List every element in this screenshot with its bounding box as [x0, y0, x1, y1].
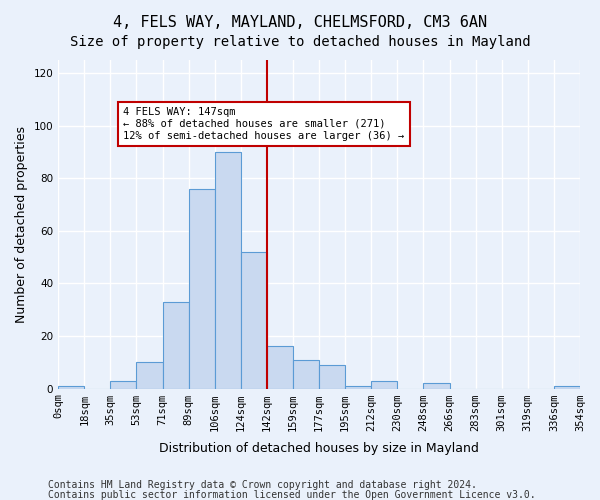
Bar [345, 386, 371, 388]
Bar [554, 386, 580, 388]
Bar [188, 189, 215, 388]
Bar [371, 380, 397, 388]
Text: 4 FELS WAY: 147sqm
← 88% of detached houses are smaller (271)
12% of semi-detach: 4 FELS WAY: 147sqm ← 88% of detached hou… [124, 108, 404, 140]
Bar [424, 384, 449, 388]
Bar [215, 152, 241, 388]
Bar [293, 360, 319, 388]
Bar [319, 365, 345, 388]
Text: Contains public sector information licensed under the Open Government Licence v3: Contains public sector information licen… [48, 490, 536, 500]
Text: Size of property relative to detached houses in Mayland: Size of property relative to detached ho… [70, 35, 530, 49]
Bar [110, 380, 136, 388]
Bar [136, 362, 163, 388]
Bar [241, 252, 267, 388]
Bar [163, 302, 188, 388]
Bar [58, 386, 84, 388]
Text: Contains HM Land Registry data © Crown copyright and database right 2024.: Contains HM Land Registry data © Crown c… [48, 480, 477, 490]
X-axis label: Distribution of detached houses by size in Mayland: Distribution of detached houses by size … [159, 442, 479, 455]
Text: 4, FELS WAY, MAYLAND, CHELMSFORD, CM3 6AN: 4, FELS WAY, MAYLAND, CHELMSFORD, CM3 6A… [113, 15, 487, 30]
Bar [267, 346, 293, 389]
Y-axis label: Number of detached properties: Number of detached properties [15, 126, 28, 323]
